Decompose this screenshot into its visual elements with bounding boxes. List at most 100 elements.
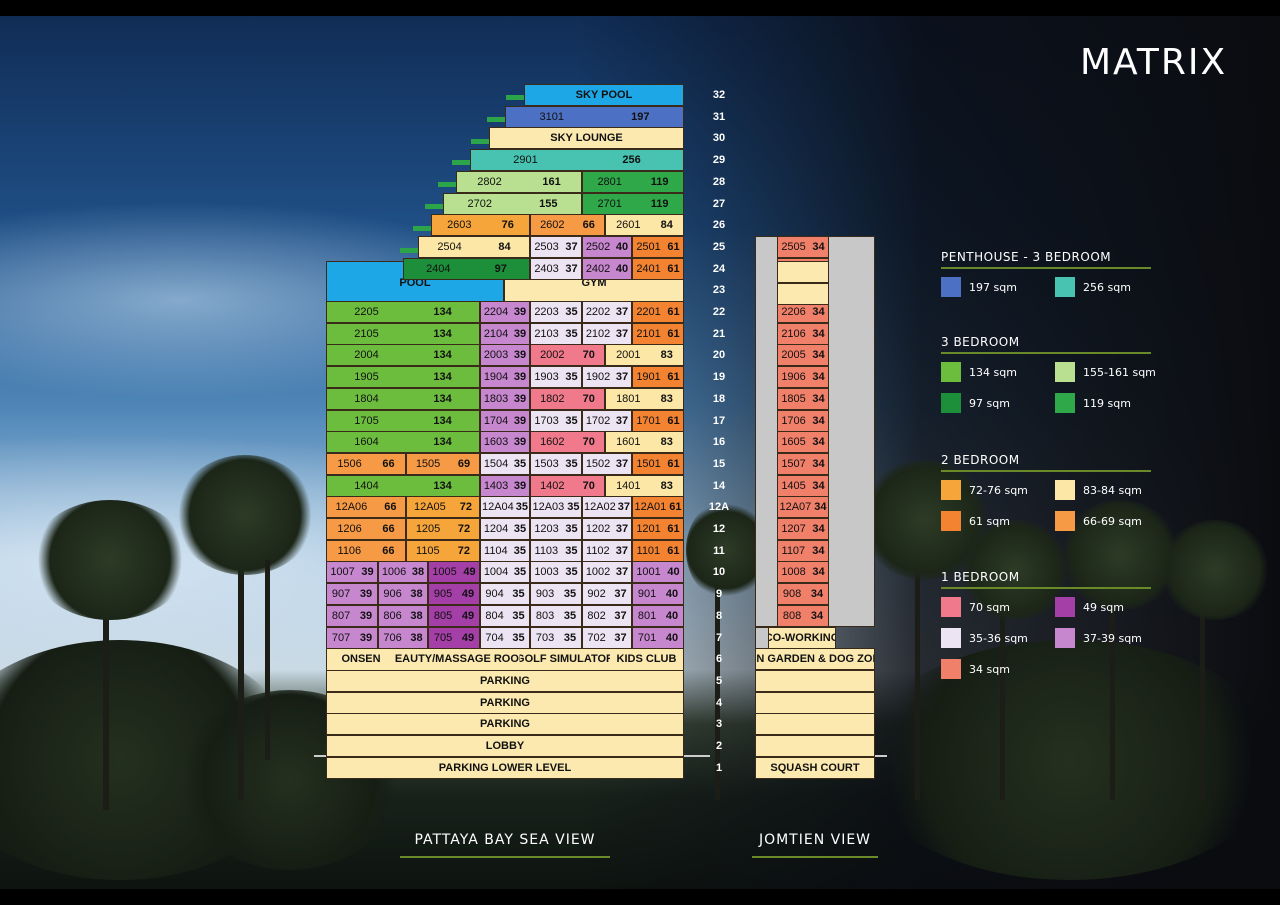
unit-cell[interactable]: 2203 35	[530, 301, 582, 323]
unit-cell[interactable]: 1906 34	[777, 366, 829, 388]
unit-cell[interactable]: 12A01 61	[632, 496, 684, 518]
unit-cell[interactable]: 2404 97	[403, 258, 530, 280]
unit-cell[interactable]: 803 35	[530, 605, 582, 627]
unit-cell[interactable]: 908 34	[777, 583, 829, 605]
unit-cell[interactable]: 1702 37	[582, 410, 632, 432]
unit-cell[interactable]: 905 49	[428, 583, 480, 605]
unit-cell[interactable]: 1005 49	[428, 561, 480, 583]
unit-cell[interactable]: 906 38	[378, 583, 428, 605]
unit-cell[interactable]: 12A03 35	[530, 496, 582, 518]
unit-cell[interactable]: 2502 40	[582, 236, 632, 258]
unit-cell[interactable]: 12A07 34	[777, 496, 829, 518]
unit-cell[interactable]: 3101 197	[505, 106, 684, 128]
unit-cell[interactable]: 1501 61	[632, 453, 684, 475]
unit-cell[interactable]: 1602 70	[530, 431, 605, 453]
unit-cell[interactable]: 704 35	[480, 627, 530, 649]
unit-cell[interactable]: 2003 39	[480, 344, 530, 366]
unit-cell[interactable]: 2403 37	[530, 258, 582, 280]
unit-cell[interactable]: 1801 83	[605, 388, 684, 410]
unit-cell[interactable]: 1604 134	[326, 431, 480, 453]
unit-cell[interactable]: 2205 134	[326, 301, 480, 323]
unit-cell[interactable]: 1902 37	[582, 366, 632, 388]
unit-cell[interactable]: 1002 37	[582, 561, 632, 583]
unit-cell[interactable]: 2701 119	[582, 193, 684, 215]
unit-cell[interactable]: 1503 35	[530, 453, 582, 475]
unit-cell[interactable]: 2801 119	[582, 171, 684, 193]
unit-cell[interactable]: 1008 34	[777, 561, 829, 583]
unit-cell[interactable]: 1105 72	[406, 540, 480, 562]
unit-cell[interactable]: 1803 39	[480, 388, 530, 410]
unit-cell[interactable]: 1805 34	[777, 388, 829, 410]
unit-cell[interactable]: 1505 69	[406, 453, 480, 475]
unit-cell[interactable]: 805 49	[428, 605, 480, 627]
unit-cell[interactable]: 1701 61	[632, 410, 684, 432]
unit-cell[interactable]: 2106 34	[777, 323, 829, 345]
unit-cell[interactable]: 902 37	[582, 583, 632, 605]
unit-cell[interactable]: 1703 35	[530, 410, 582, 432]
unit-cell[interactable]: 1004 35	[480, 561, 530, 583]
unit-cell[interactable]: 2005 34	[777, 344, 829, 366]
unit-cell[interactable]: 1405 34	[777, 475, 829, 497]
unit-cell[interactable]: 2004 134	[326, 344, 480, 366]
unit-cell[interactable]: 701 40	[632, 627, 684, 649]
unit-cell[interactable]: 2601 84	[605, 214, 684, 236]
unit-cell[interactable]: 707 39	[326, 627, 378, 649]
unit-cell[interactable]: 1006 38	[378, 561, 428, 583]
unit-cell[interactable]: 808 34	[777, 605, 829, 627]
unit-cell[interactable]: 1202 37	[582, 518, 632, 540]
unit-cell[interactable]: 1804 134	[326, 388, 480, 410]
unit-cell[interactable]: 2105 134	[326, 323, 480, 345]
unit-cell[interactable]: 703 35	[530, 627, 582, 649]
unit-cell[interactable]: 1903 35	[530, 366, 582, 388]
unit-cell[interactable]: 1802 70	[530, 388, 605, 410]
unit-cell[interactable]: 2401 61	[632, 258, 684, 280]
unit-cell[interactable]: 1001 40	[632, 561, 684, 583]
unit-cell[interactable]: 907 39	[326, 583, 378, 605]
unit-cell[interactable]: 1107 34	[777, 540, 829, 562]
unit-cell[interactable]: 901 40	[632, 583, 684, 605]
unit-cell[interactable]: 1601 83	[605, 431, 684, 453]
unit-cell[interactable]: 1905 134	[326, 366, 480, 388]
unit-cell[interactable]: 1401 83	[605, 475, 684, 497]
unit-cell[interactable]: 1504 35	[480, 453, 530, 475]
unit-cell[interactable]: 1203 35	[530, 518, 582, 540]
unit-cell[interactable]: 1506 66	[326, 453, 406, 475]
unit-cell[interactable]: 1007 39	[326, 561, 378, 583]
unit-cell[interactable]: 2103 35	[530, 323, 582, 345]
unit-cell[interactable]: 1403 39	[480, 475, 530, 497]
unit-cell[interactable]: 1904 39	[480, 366, 530, 388]
unit-cell[interactable]: 2206 34	[777, 301, 829, 323]
unit-cell[interactable]: 1101 61	[632, 540, 684, 562]
unit-cell[interactable]: 2501 61	[632, 236, 684, 258]
unit-cell[interactable]: 12A02 37	[582, 496, 632, 518]
unit-cell[interactable]: 1507 34	[777, 453, 829, 475]
unit-cell[interactable]: 1502 37	[582, 453, 632, 475]
unit-cell[interactable]: 1104 35	[480, 540, 530, 562]
unit-cell[interactable]: 1206 66	[326, 518, 406, 540]
unit-cell[interactable]: 2402 40	[582, 258, 632, 280]
unit-cell[interactable]: 1404 134	[326, 475, 480, 497]
unit-cell[interactable]: 807 39	[326, 605, 378, 627]
unit-cell[interactable]: 2503 37	[530, 236, 582, 258]
unit-cell[interactable]: 903 35	[530, 583, 582, 605]
unit-cell[interactable]: 1106 66	[326, 540, 406, 562]
unit-cell[interactable]: 1204 35	[480, 518, 530, 540]
unit-cell[interactable]: 2603 76	[431, 214, 530, 236]
unit-cell[interactable]: 1102 37	[582, 540, 632, 562]
unit-cell[interactable]: 2504 84	[418, 236, 530, 258]
unit-cell[interactable]: 804 35	[480, 605, 530, 627]
unit-cell[interactable]: 802 37	[582, 605, 632, 627]
unit-cell[interactable]: 2002 70	[530, 344, 605, 366]
unit-cell[interactable]: 706 38	[378, 627, 428, 649]
unit-cell[interactable]: 1003 35	[530, 561, 582, 583]
unit-cell[interactable]: 1201 61	[632, 518, 684, 540]
unit-cell[interactable]: 2602 66	[530, 214, 605, 236]
unit-cell[interactable]: 1704 39	[480, 410, 530, 432]
unit-cell[interactable]: 1603 39	[480, 431, 530, 453]
unit-cell[interactable]: 2202 37	[582, 301, 632, 323]
unit-cell[interactable]: 1605 34	[777, 431, 829, 453]
unit-cell[interactable]: 806 38	[378, 605, 428, 627]
unit-cell[interactable]: 1402 70	[530, 475, 605, 497]
unit-cell[interactable]: 2104 39	[480, 323, 530, 345]
unit-cell[interactable]: 2702 155	[443, 193, 582, 215]
